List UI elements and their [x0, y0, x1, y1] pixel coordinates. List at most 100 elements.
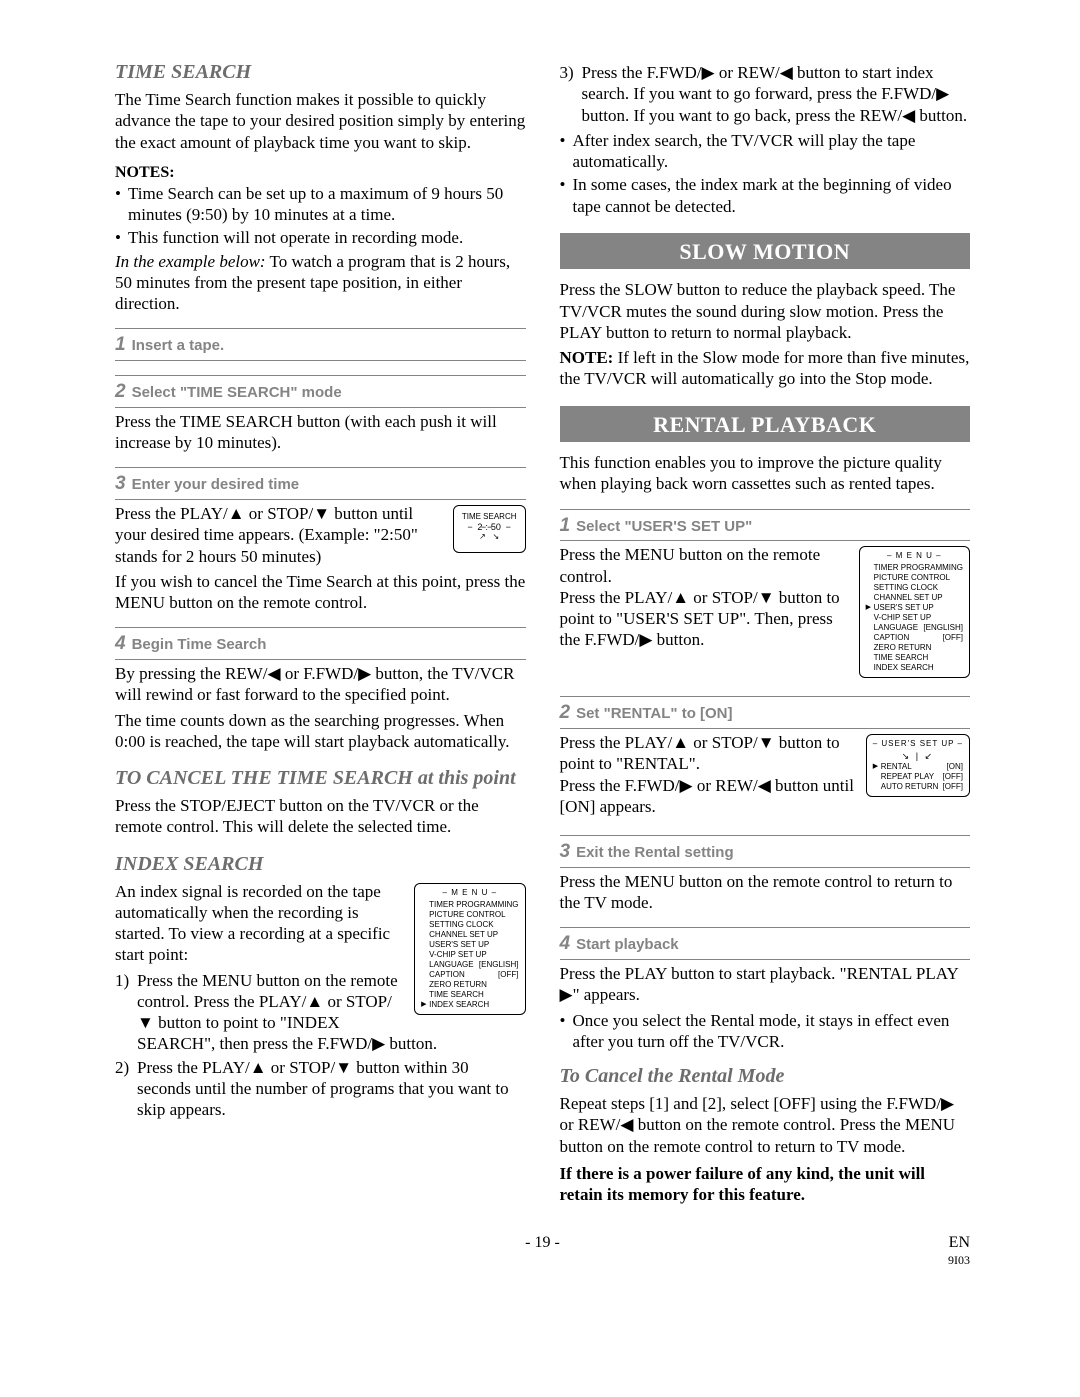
rental-step-4-body: Press the PLAY button to start playback.…	[560, 963, 971, 1006]
osd-item-label: ZERO RETURN	[874, 643, 932, 652]
bullet-item: Once you select the Rental mode, it stay…	[560, 1010, 971, 1053]
osd-item: USER'S SET UP	[421, 940, 518, 950]
osd-item-value: [OFF]	[943, 633, 963, 643]
step-3-wrap: TIME SEARCH 2:50 ↗ ↘ Press the PLAY/▲ or…	[115, 503, 526, 571]
osd-item: TIMER PROGRAMMING	[866, 563, 963, 573]
rental-banner: RENTAL PLAYBACK	[560, 406, 971, 443]
osd-item-label: LANGUAGE	[874, 623, 918, 632]
osd-item: CAPTION [OFF]	[866, 633, 963, 643]
osd-item-value: [OFF]	[943, 772, 963, 782]
example-lead: In the example below:	[115, 252, 266, 271]
index-search-wrap: – M E N U – TIMER PROGRAMMINGPICTURE CONT…	[115, 881, 526, 1123]
step-title: Select "USER'S SET UP"	[576, 518, 752, 535]
list-text: Press the F.FWD/▶ or REW/◀ button to sta…	[582, 63, 968, 125]
step-2-body: Press the TIME SEARCH button (with each …	[115, 411, 526, 454]
left-column: TIME SEARCH The Time Search function mak…	[115, 60, 526, 1209]
step-3-head: 3Enter your desired time	[115, 467, 526, 500]
osd-item: PICTURE CONTROL	[866, 573, 963, 583]
step-num: 1	[115, 334, 126, 355]
osd-item: CHANNEL SET UP	[866, 593, 963, 603]
bullet-item: After index search, the TV/VCR will play…	[560, 130, 971, 173]
page-columns: TIME SEARCH The Time Search function mak…	[115, 60, 970, 1209]
list-text: Press the MENU button on the remote cont…	[137, 971, 437, 1054]
rental-intro: This function enables you to improve the…	[560, 452, 971, 495]
osd-item-label: PICTURE CONTROL	[874, 573, 950, 582]
step-num: 1	[560, 515, 571, 536]
index-post-bullets: After index search, the TV/VCR will play…	[560, 130, 971, 217]
osd-item-label: V-CHIP SET UP	[429, 950, 487, 959]
list-item: 1)Press the MENU button on the remote co…	[115, 970, 526, 1055]
osd-item-label: RENTAL	[881, 762, 912, 771]
note-item: This function will not operate in record…	[115, 227, 526, 248]
rental-step-4-bullets: Once you select the Rental mode, it stay…	[560, 1010, 971, 1053]
osd-item: PICTURE CONTROL	[421, 910, 518, 920]
cancel-rental-body: Repeat steps [1] and [2], select [OFF] u…	[560, 1093, 971, 1157]
index-search-list: 1)Press the MENU button on the remote co…	[115, 970, 526, 1121]
page-number: - 19 -	[525, 1233, 560, 1253]
osd-item: LANGUAGE[ENGLISH]	[866, 623, 963, 633]
osd-item: CHANNEL SET UP	[421, 930, 518, 940]
osd-title: – USER'S SET UP –	[873, 739, 963, 749]
step-4-body-b: The time counts down as the searching pr…	[115, 710, 526, 753]
osd-item: V-CHIP SET UP	[866, 613, 963, 623]
list-item: 2)Press the PLAY/▲ or STOP/▼ button with…	[115, 1057, 526, 1121]
osd-item: AUTO RETURN [OFF]	[873, 782, 963, 792]
osd-item-value: [OFF]	[943, 782, 963, 792]
osd-item: SETTING CLOCK	[866, 583, 963, 593]
page-lang: EN	[949, 1233, 970, 1253]
osd-item: REPEAT PLAY [OFF]	[873, 772, 963, 782]
rental-step-2-head: 2Set "RENTAL" to [ON]	[560, 696, 971, 729]
osd-item-value: [ON]	[947, 762, 963, 772]
step-num: 3	[560, 841, 571, 862]
step-num: 4	[560, 933, 571, 954]
osd-title: – M E N U –	[421, 888, 518, 898]
right-column: 3)Press the F.FWD/▶ or REW/◀ button to s…	[560, 60, 971, 1209]
cancel-time-search-title: TO CANCEL THE TIME SEARCH at this point	[115, 766, 526, 791]
osd-item-label: TIME SEARCH	[874, 653, 929, 662]
step-title: Set "RENTAL" to [ON]	[576, 705, 732, 722]
osd-title: – M E N U –	[866, 551, 963, 561]
osd-item-label: AUTO RETURN	[881, 782, 939, 791]
osd-item-label: TIMER PROGRAMMING	[429, 900, 518, 909]
osd-item: V-CHIP SET UP	[421, 950, 518, 960]
step-4-head: 4 Begin Time Search	[115, 627, 526, 660]
slow-motion-body: Press the SLOW button to reduce the play…	[560, 279, 971, 343]
step-title: Begin Time Search	[132, 636, 267, 653]
usersetup-osd: – USER'S SET UP –↘ | ↙RENTAL[ON]REPEAT P…	[866, 734, 970, 797]
note-label: NOTE:	[560, 348, 614, 367]
example-text: In the example below: To watch a program…	[115, 251, 526, 315]
step-2-head: 2Select "TIME SEARCH" mode	[115, 375, 526, 408]
osd-item-label: SETTING CLOCK	[429, 920, 493, 929]
rental-step-4-head: 4Start playback	[560, 927, 971, 960]
osd-item-label: INDEX SEARCH	[874, 663, 934, 672]
list-item: 3)Press the F.FWD/▶ or REW/◀ button to s…	[560, 62, 971, 126]
rental-warning: If there is a power failure of any kind,…	[560, 1163, 971, 1206]
osd-item: ZERO RETURN	[866, 643, 963, 653]
osd-item: INDEX SEARCH	[866, 663, 963, 673]
notes-list: Time Search can be set up to a maximum o…	[115, 183, 526, 249]
bullet-item: In some cases, the index mark at the beg…	[560, 174, 971, 217]
osd-item: TIMER PROGRAMMING	[421, 900, 518, 910]
osd-item-label: CAPTION	[874, 633, 910, 642]
osd-item: USER'S SET UP	[866, 603, 963, 613]
step-num: 3	[115, 473, 126, 494]
index-search-title: INDEX SEARCH	[115, 852, 526, 877]
page-footer: - 19 - EN 9I03	[115, 1233, 970, 1253]
osd-item-label: REPEAT PLAY	[881, 772, 934, 781]
rental-step-1-wrap: – M E N U – TIMER PROGRAMMINGPICTURE CONT…	[560, 544, 971, 682]
osd-arrows: ↘ | ↙	[873, 751, 963, 762]
note-rest: If left in the Slow mode for more than f…	[560, 348, 970, 388]
osd-item: SETTING CLOCK	[421, 920, 518, 930]
osd-item-label: LANGUAGE	[429, 960, 473, 969]
time-search-osd: TIME SEARCH 2:50 ↗ ↘	[453, 505, 526, 553]
rental-step-1-head: 1 Select "USER'S SET UP"	[560, 509, 971, 542]
osd-item-label: CHANNEL SET UP	[429, 930, 498, 939]
page-code: 9I03	[948, 1253, 970, 1268]
step-title: Exit the Rental setting	[576, 844, 734, 861]
osd-item: LANGUAGE[ENGLISH]	[421, 960, 518, 970]
step-num: 4	[115, 633, 126, 654]
cancel-rental-title: To Cancel the Rental Mode	[560, 1064, 971, 1089]
step-4-body-a: By pressing the REW/◀ or F.FWD/▶ button,…	[115, 663, 526, 706]
ts-arrows: ↗ ↘	[462, 532, 517, 542]
osd-item-label: SETTING CLOCK	[874, 583, 938, 592]
